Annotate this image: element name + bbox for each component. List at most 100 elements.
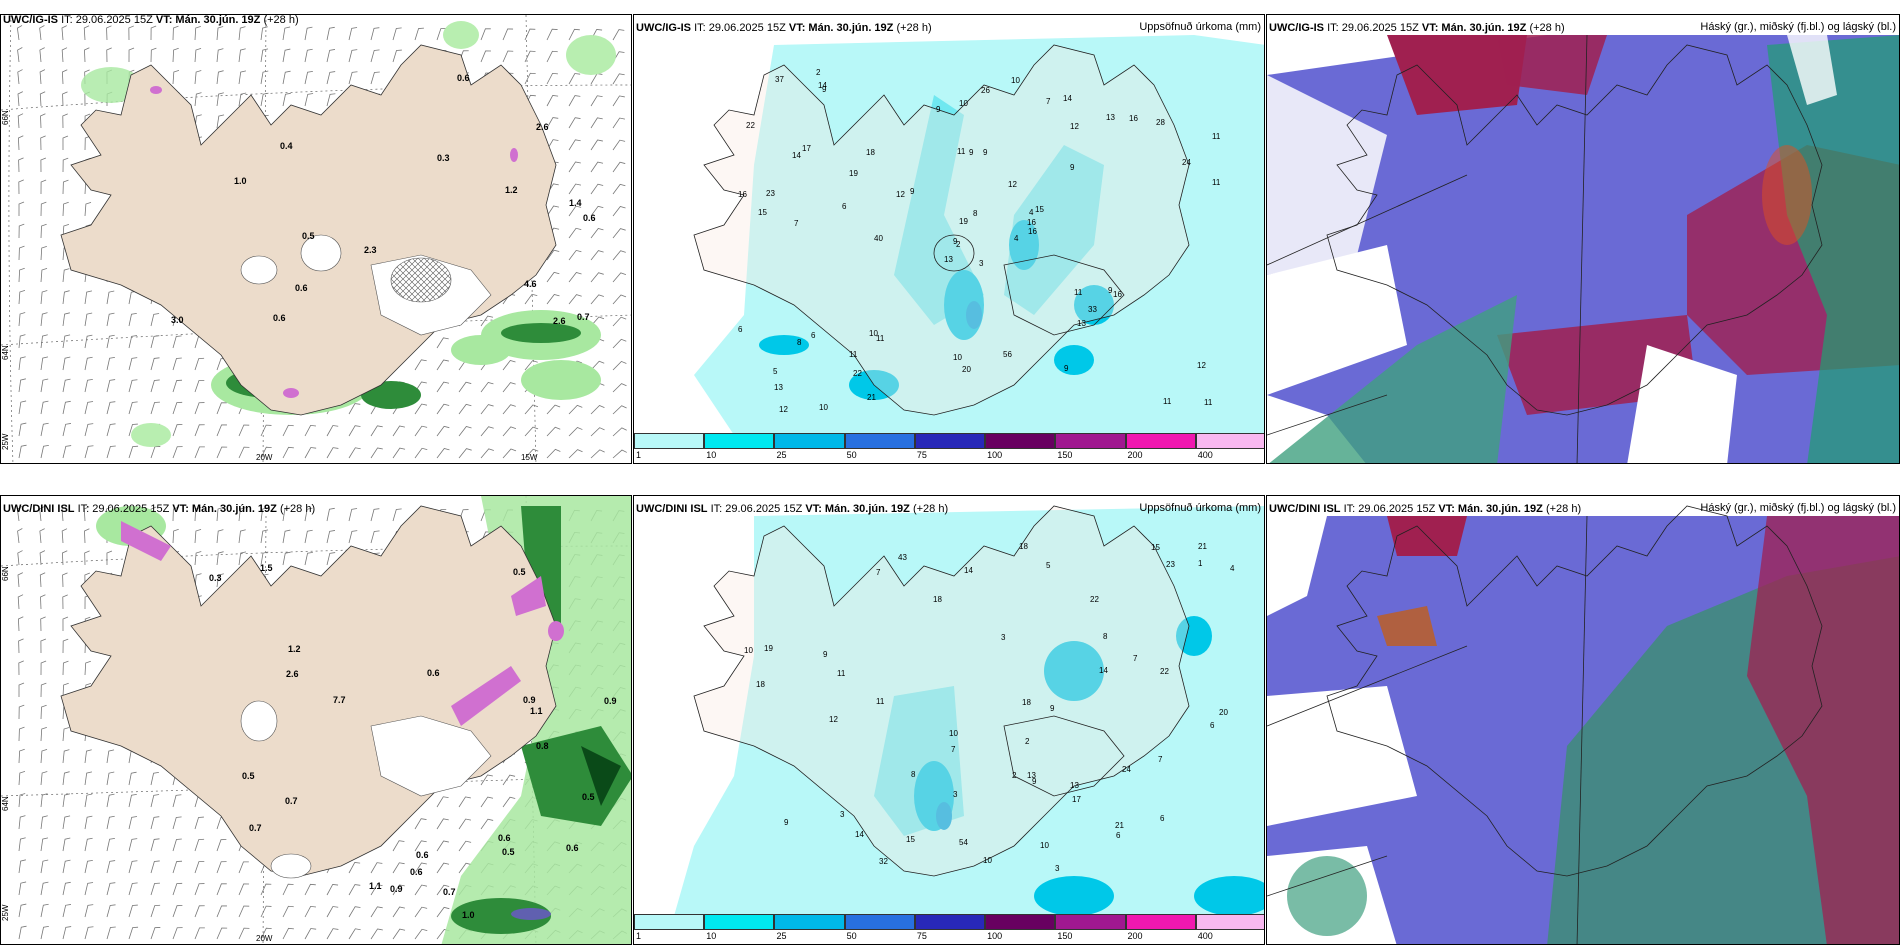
- wind-barb: [150, 313, 160, 327]
- wind-barb: [348, 49, 358, 63]
- panel-header: UWC/DINI ISL IT: 29.06.2025 15Z VT: Mán.…: [636, 503, 949, 515]
- value-label: 22: [853, 369, 862, 378]
- snow-spots: [121, 521, 564, 726]
- wind-barb: [480, 28, 491, 41]
- wind-barb: [304, 905, 317, 918]
- wind-barb: [370, 508, 380, 522]
- wind-barb: [260, 507, 268, 522]
- value-label: 21: [1198, 542, 1207, 551]
- wind-barb: [17, 572, 23, 588]
- value-label: 2.6: [536, 122, 549, 132]
- wind-barb: [150, 379, 160, 393]
- wind-barb: [194, 506, 201, 522]
- panel-header: UWC/DINI ISL IT: 29.06.2025 15Z VT: Mán.…: [3, 503, 316, 515]
- panel-clouds-dini: UWC/DINI ISL IT: 29.06.2025 15Z VT: Mán.…: [1266, 495, 1900, 945]
- wind-barb: [18, 201, 25, 217]
- wind-barb: [40, 859, 49, 874]
- wind-barb: [40, 660, 47, 676]
- wind-barb: [18, 660, 24, 676]
- wind-barb: [128, 357, 138, 371]
- wind-barb: [414, 884, 428, 896]
- value-label: 11: [957, 147, 966, 156]
- wind-barb: [84, 401, 94, 415]
- wind-barb: [128, 816, 138, 830]
- wind-barb: [172, 506, 179, 522]
- wind-barb: [348, 27, 358, 41]
- value-label: 37: [775, 75, 784, 84]
- value-label: 11: [1163, 397, 1172, 406]
- value-label: 56: [1003, 350, 1012, 359]
- wind-barb: [150, 904, 161, 918]
- wind-barb: [546, 117, 559, 129]
- wind-barb: [480, 426, 494, 437]
- wind-barb: [128, 445, 139, 459]
- wind-barb: [128, 25, 134, 41]
- wind-barb: [106, 771, 115, 786]
- wind-barb: [392, 928, 406, 940]
- wind-barb: [414, 818, 427, 830]
- value-label: 4.6: [524, 279, 537, 289]
- glaciers: [240, 234, 492, 336]
- wind-barb: [39, 91, 46, 107]
- wind-barb: [84, 771, 93, 786]
- wind-barb: [612, 95, 625, 107]
- wind-barb: [172, 905, 183, 918]
- wind-barb: [568, 117, 581, 129]
- wind-barb: [370, 928, 383, 940]
- wind-barb: [436, 27, 447, 41]
- value-label: 2: [1012, 771, 1017, 780]
- colorbar-swatch: [914, 433, 986, 449]
- map-clouds-dini: [1267, 496, 1899, 944]
- wind-barb: [612, 29, 625, 41]
- wind-barb: [238, 861, 249, 874]
- wind-barb: [40, 837, 49, 852]
- wind-barb: [150, 882, 160, 896]
- wind-barb: [568, 272, 582, 283]
- value-label: 3.0: [171, 315, 184, 325]
- wind-barb: [40, 704, 47, 720]
- wind-barb: [568, 249, 582, 261]
- value-label: 3: [1055, 864, 1060, 873]
- wind-barb: [61, 506, 67, 522]
- wind-barb: [590, 139, 603, 151]
- wind-barb: [40, 223, 47, 239]
- wind-barb: [370, 862, 383, 874]
- wind-barb: [216, 70, 224, 85]
- wind-barb: [524, 426, 539, 437]
- wind-barb: [194, 70, 202, 85]
- wind-barb: [84, 882, 94, 896]
- wind-barb: [524, 72, 536, 85]
- wind-barb: [84, 660, 91, 676]
- colorbar-tick: 25: [776, 931, 787, 941]
- wind-barb: [106, 904, 116, 918]
- wind-barb: [62, 400, 71, 415]
- value-label: 0.6: [416, 850, 429, 860]
- colorbar-tick: 150: [1057, 931, 1073, 941]
- wind-barb: [414, 447, 428, 459]
- wind-barb: [106, 401, 116, 415]
- wind-barb: [546, 271, 560, 283]
- value-label: 11: [1212, 178, 1221, 187]
- wind-barb: [18, 903, 27, 918]
- wind-barb: [18, 682, 25, 698]
- wind-barb: [612, 338, 627, 349]
- value-label: 21: [867, 393, 876, 402]
- wind-barb: [590, 95, 603, 107]
- wind-barb: [62, 904, 72, 918]
- wind-barb: [260, 48, 269, 63]
- wind-barb: [414, 862, 427, 874]
- wind-barb: [128, 904, 138, 918]
- colorbar-tick: 100: [987, 931, 1003, 941]
- panel-precip-dini: 3 7 3 9 7 10 6 11 7 14 9 10 10 13 14 15 18 23 24 22 21 9 32 6 9 8…: [633, 495, 1265, 945]
- wind-barb: [62, 378, 71, 393]
- wind-barb: [612, 139, 626, 151]
- colorbar-tick: 100: [987, 450, 1003, 460]
- wind-barb: [62, 423, 72, 437]
- value-label: 0.9: [390, 884, 403, 894]
- wind-barb: [590, 227, 604, 239]
- value-label: 0.9: [523, 695, 536, 705]
- value-label: 2.6: [553, 316, 566, 326]
- value-label: 16: [1129, 114, 1138, 123]
- value-label: 9: [822, 85, 827, 94]
- wind-barb: [128, 401, 138, 415]
